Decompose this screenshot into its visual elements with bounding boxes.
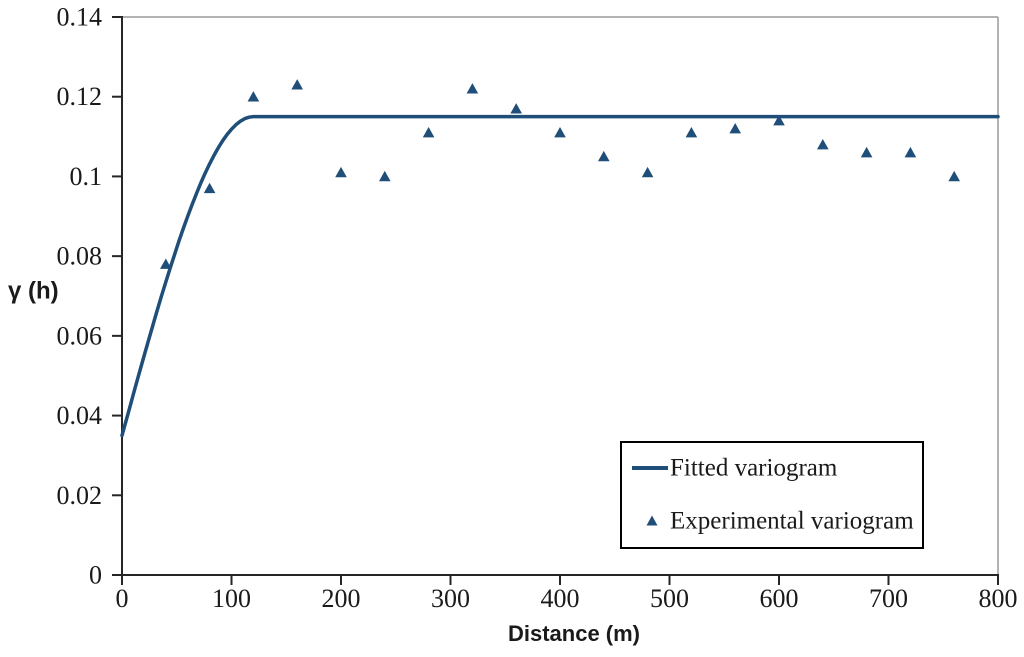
legend-triangle-swatch [646,515,658,526]
x-tick-label: 200 [322,584,361,613]
y-tick-label: 0.08 [57,242,103,271]
x-axis-ticks: 0 100 200 300 400 500 600 700 800 [116,575,1018,613]
experimental-point [948,170,960,182]
experimental-point [904,146,917,158]
y-tick-label: 0.06 [57,321,103,350]
experimental-point [554,126,566,138]
y-tick-label: 0.14 [57,3,103,32]
x-axis-title: Distance (m) [508,621,640,646]
experimental-point [203,182,216,194]
y-tick-label: 0 [89,561,102,590]
x-tick-label: 400 [541,584,580,613]
x-tick-label: 800 [979,584,1018,613]
y-axis-ticks: 0 0.02 0.04 0.06 0.08 0.1 0.12 0.14 [57,3,122,590]
experimental-variogram-points [160,79,960,269]
y-tick-label: 0.04 [57,401,103,430]
x-tick-label: 500 [650,584,689,613]
legend-label-fitted: Fitted variogram [670,455,838,482]
legend-box [620,441,924,549]
y-tick-label: 0.12 [57,82,103,111]
experimental-point [466,83,479,94]
y-axis-title: γ (h) [8,278,59,305]
y-tick-label: 0.02 [57,481,103,510]
fitted-variogram-line [120,114,1000,438]
experimental-point [422,126,435,138]
x-tick-label: 0 [116,584,129,613]
experimental-point [247,91,260,102]
experimental-point [729,123,741,134]
experimental-point [817,138,829,150]
legend: Fitted variogram Experimental variogram [620,441,924,549]
legend-label-experimental: Experimental variogram [670,508,914,535]
x-tick-label: 100 [212,584,251,613]
x-tick-label: 700 [869,584,908,613]
experimental-point [860,146,873,158]
experimental-point [641,166,654,178]
experimental-point [598,150,610,162]
experimental-point [685,126,698,138]
fitted-line [120,114,1000,438]
y-tick-label: 0.1 [70,162,103,191]
experimental-point [335,166,347,178]
x-tick-label: 300 [431,584,470,613]
experimental-point [291,79,303,90]
x-tick-label: 600 [760,584,799,613]
experimental-point [773,115,785,126]
experimental-point [160,258,172,269]
experimental-point [379,170,391,182]
experimental-point [510,103,522,114]
